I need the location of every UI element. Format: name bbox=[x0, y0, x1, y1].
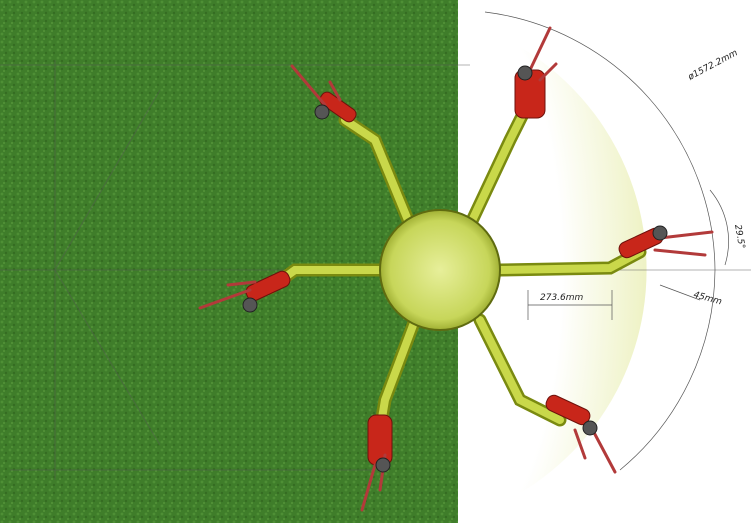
arm-length-label: 273.6mm bbox=[540, 293, 584, 303]
central-hub bbox=[380, 210, 500, 330]
illustration: ø1572.2mm 29.5° 273.6mm 45mm bbox=[0, 0, 751, 523]
